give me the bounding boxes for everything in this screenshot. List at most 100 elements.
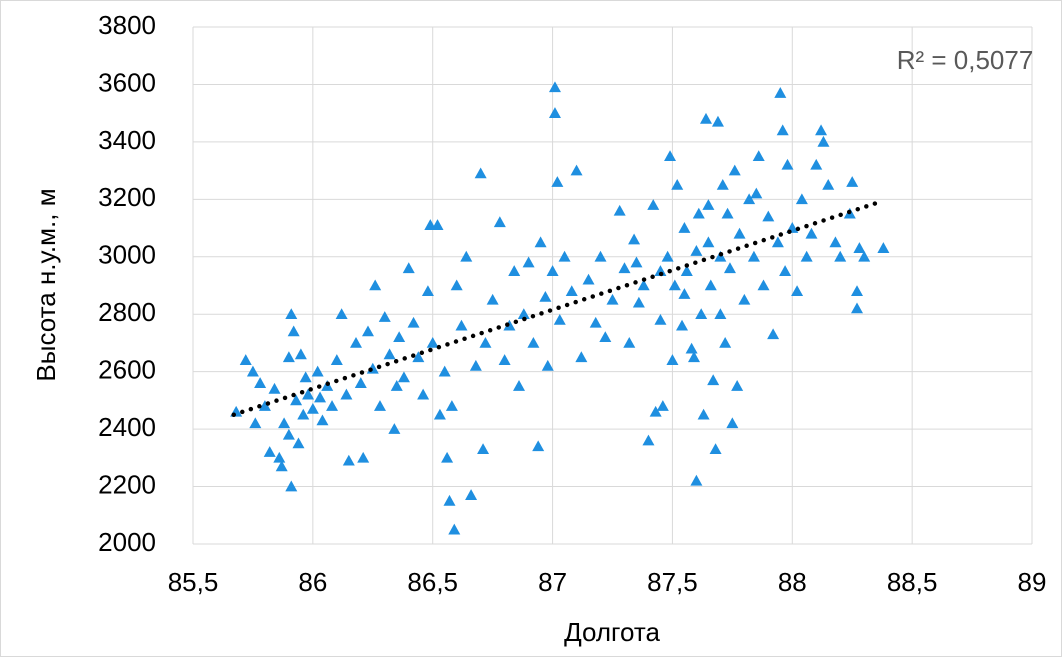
point (287, 325, 300, 337)
point (282, 428, 295, 440)
point (297, 408, 310, 420)
point (594, 250, 607, 262)
point (695, 308, 708, 320)
point (285, 480, 298, 492)
point (613, 204, 626, 216)
point (719, 336, 732, 348)
point (685, 342, 698, 354)
point (599, 331, 612, 342)
point (354, 377, 367, 388)
point (239, 354, 252, 365)
point (357, 451, 370, 463)
point (589, 316, 602, 328)
point (752, 150, 765, 162)
point (498, 354, 511, 365)
point (747, 250, 760, 262)
point (445, 400, 458, 411)
point (433, 408, 446, 420)
point (275, 460, 288, 472)
point (369, 279, 382, 291)
point (776, 124, 789, 136)
point (548, 81, 561, 93)
x-tick-label: 88,5 (887, 567, 938, 597)
x-tick-label: 85,5 (168, 567, 219, 597)
point (721, 207, 734, 219)
point (326, 400, 339, 411)
point (575, 351, 588, 363)
y-tick-label: 2400 (98, 412, 156, 442)
x-tick-label: 88 (778, 567, 807, 597)
y-tick-label: 3800 (98, 10, 156, 40)
point (661, 250, 674, 262)
point (522, 256, 535, 268)
point (623, 336, 636, 348)
point (699, 112, 712, 124)
x-tick-label: 87,5 (647, 567, 698, 597)
point (465, 489, 478, 500)
point (707, 374, 720, 386)
point (716, 178, 729, 190)
point (450, 279, 463, 291)
y-tick-label: 3600 (98, 67, 156, 97)
point (630, 256, 643, 268)
point (642, 434, 655, 446)
point (390, 380, 403, 391)
point (486, 293, 499, 305)
point (815, 124, 828, 136)
point (469, 359, 482, 371)
y-tick-label: 3000 (98, 240, 156, 270)
point (548, 107, 561, 118)
point (767, 328, 780, 340)
point (570, 164, 583, 176)
point (361, 325, 374, 337)
point (654, 313, 667, 325)
point (383, 348, 396, 360)
point (702, 236, 715, 248)
point (258, 400, 271, 411)
point (690, 474, 703, 486)
point (632, 296, 645, 308)
point (697, 408, 710, 420)
point (750, 187, 763, 199)
point (851, 302, 864, 314)
point (441, 451, 454, 463)
point (412, 351, 425, 363)
point (541, 359, 554, 371)
point (246, 365, 259, 377)
point (726, 417, 739, 429)
point (278, 417, 291, 429)
point (649, 405, 662, 417)
point (477, 443, 490, 455)
point (810, 158, 823, 170)
y-tick-label: 3200 (98, 182, 156, 212)
point (846, 176, 859, 187)
point (378, 311, 391, 322)
point (302, 388, 315, 400)
point (762, 210, 775, 222)
point (460, 250, 473, 262)
x-axis-label: Долгота (564, 617, 660, 647)
point (858, 250, 871, 262)
point (249, 417, 262, 429)
point (829, 236, 842, 248)
point (268, 382, 281, 394)
point (709, 443, 722, 455)
point (254, 377, 267, 388)
point (373, 400, 386, 411)
point (714, 308, 727, 320)
point (299, 371, 312, 383)
point (539, 290, 552, 302)
point (733, 227, 746, 239)
point (834, 250, 847, 262)
point (294, 348, 307, 360)
point (263, 446, 276, 457)
y-tick-label: 2200 (98, 469, 156, 499)
point (517, 308, 530, 320)
point (407, 316, 420, 328)
point (618, 262, 631, 274)
point (671, 178, 684, 190)
point (692, 207, 705, 219)
point (474, 167, 487, 179)
point (273, 451, 286, 463)
point (781, 158, 794, 170)
